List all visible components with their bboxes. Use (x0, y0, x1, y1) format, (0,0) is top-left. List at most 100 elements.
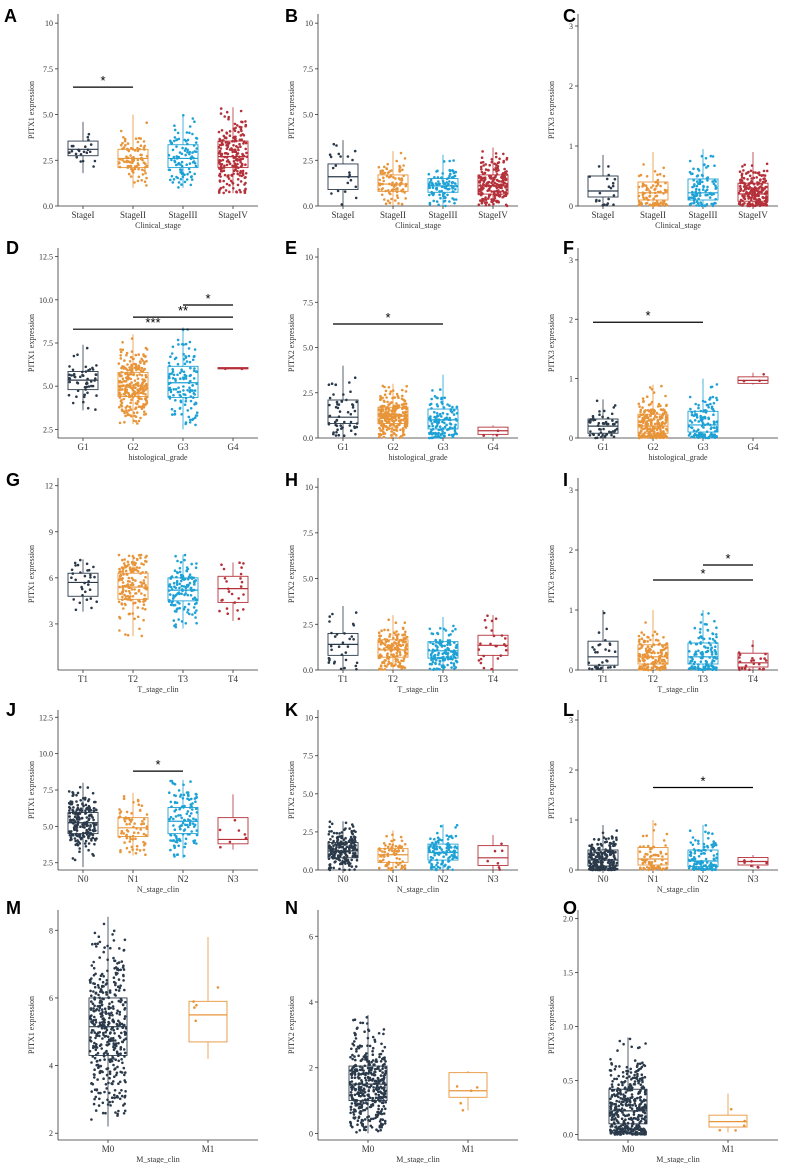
data-point (388, 633, 392, 636)
data-point (244, 147, 247, 151)
data-point (184, 377, 188, 380)
data-point (709, 402, 712, 406)
data-point (347, 175, 351, 179)
data-point (605, 433, 609, 436)
data-point (639, 413, 643, 417)
data-point (133, 392, 137, 396)
data-point (688, 170, 692, 174)
box-T1 (67, 558, 99, 612)
data-point (222, 139, 225, 142)
data-point (388, 417, 392, 421)
data-point (703, 423, 707, 427)
data-point (193, 611, 197, 614)
data-point (134, 837, 137, 840)
data-point (393, 396, 397, 399)
y-tick-label: 0.0 (303, 666, 313, 675)
data-point (118, 578, 121, 582)
data-point (596, 424, 600, 427)
data-point (645, 435, 649, 438)
data-point (95, 600, 98, 603)
data-point (696, 174, 700, 177)
data-point (755, 203, 759, 207)
data-point (137, 167, 140, 171)
data-point (171, 148, 175, 152)
y-tick-label: 3 (569, 22, 573, 31)
data-point (233, 148, 237, 152)
box-G1 (587, 399, 619, 440)
data-point (222, 179, 225, 183)
data-point (139, 385, 143, 389)
data-point (184, 374, 188, 378)
data-point (137, 419, 141, 423)
data-point (430, 422, 434, 425)
data-point (238, 561, 241, 564)
data-point (242, 593, 245, 596)
data-point (220, 163, 224, 166)
data-point (443, 644, 447, 648)
data-point (694, 642, 698, 646)
data-point (445, 418, 449, 421)
data-point (191, 613, 194, 616)
y-axis-label: PITX3 expression (547, 81, 556, 139)
data-point (181, 172, 185, 176)
jitter-points (377, 151, 408, 206)
data-point (177, 844, 180, 848)
data-point (84, 370, 88, 373)
data-point (145, 827, 149, 830)
data-point (179, 377, 182, 381)
data-point (334, 383, 338, 387)
box-N1 (117, 792, 149, 856)
data-point (232, 160, 236, 163)
data-point (758, 667, 761, 671)
data-point (241, 133, 244, 136)
data-point (384, 410, 387, 414)
data-point (69, 800, 72, 803)
data-point (182, 114, 185, 117)
box-T2 (377, 615, 409, 671)
data-point (454, 198, 458, 201)
data-point (133, 588, 136, 591)
data-point (119, 393, 122, 397)
data-point (505, 185, 508, 188)
data-point (240, 580, 244, 584)
data-point (186, 142, 189, 146)
data-point (344, 853, 348, 856)
data-point (646, 663, 650, 666)
data-point (438, 656, 442, 660)
data-point (652, 391, 656, 394)
data-point (640, 637, 644, 640)
data-point (382, 399, 386, 403)
data-point (395, 429, 399, 432)
data-point (129, 598, 133, 602)
data-point (692, 167, 695, 171)
y-tick-label: 5.0 (303, 790, 313, 799)
data-point (708, 656, 711, 659)
data-point (188, 170, 192, 174)
data-point (335, 633, 339, 636)
data-point (132, 825, 135, 829)
data-point (453, 429, 457, 433)
y-tick-label: 3 (49, 620, 53, 629)
data-point (714, 197, 717, 201)
data-point (178, 586, 181, 590)
data-point (403, 157, 407, 160)
data-point (118, 391, 121, 394)
data-point (495, 182, 499, 186)
data-point (90, 832, 93, 836)
data-point (397, 849, 401, 853)
data-point (74, 608, 78, 612)
data-point (611, 181, 615, 185)
data-point (405, 643, 408, 646)
data-point (402, 164, 405, 167)
data-point (589, 430, 592, 433)
data-point (698, 178, 702, 182)
data-point (447, 859, 451, 863)
data-point (454, 627, 457, 631)
box-StageI (67, 121, 99, 174)
data-point (138, 360, 142, 363)
data-point (178, 570, 182, 574)
data-point (401, 633, 404, 637)
data-point (761, 188, 765, 192)
data-point (87, 583, 90, 586)
data-point (441, 172, 445, 175)
